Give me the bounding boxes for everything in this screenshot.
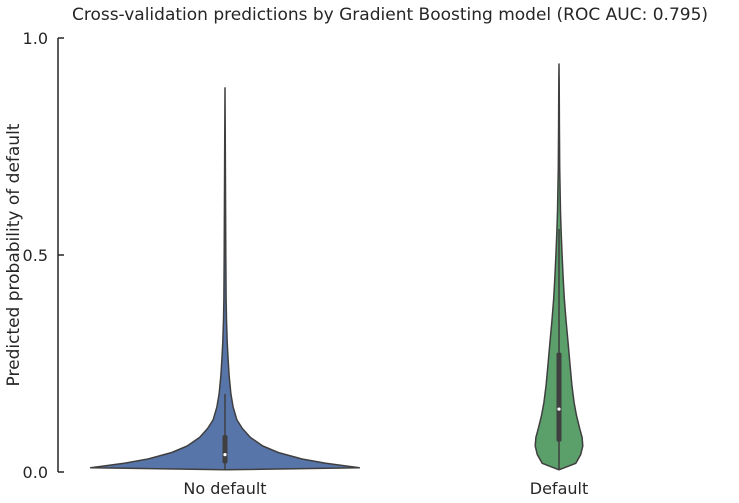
- violins-group: [89, 63, 584, 471]
- violin-body-0: [89, 87, 361, 471]
- x-tick-label-1: Default: [530, 479, 588, 498]
- violin-iqr-box-0: [222, 435, 228, 464]
- y-tick-label-0: 0.0: [23, 463, 48, 482]
- violin-median-0: [223, 453, 227, 457]
- violin-median-1: [557, 407, 561, 411]
- y-tick-label-1: 0.5: [23, 246, 48, 265]
- x-tick-label-0: No default: [183, 479, 266, 498]
- y-axis-label: Predicted probability of default: [4, 123, 24, 386]
- y-tick-label-2: 1.0: [23, 29, 48, 48]
- violin-iqr-box-1: [556, 352, 562, 442]
- chart-title: Cross-validation predictions by Gradient…: [72, 5, 708, 25]
